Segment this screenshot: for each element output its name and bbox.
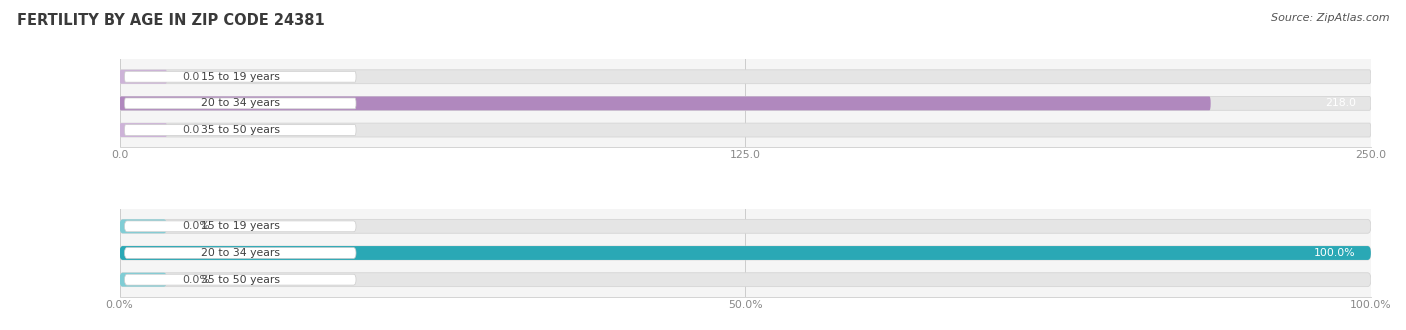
Text: 15 to 19 years: 15 to 19 years: [201, 72, 280, 82]
Text: 15 to 19 years: 15 to 19 years: [201, 221, 280, 231]
FancyBboxPatch shape: [120, 273, 1371, 286]
Text: 100.0%: 100.0%: [1315, 248, 1355, 258]
FancyBboxPatch shape: [120, 246, 1371, 260]
FancyBboxPatch shape: [120, 123, 167, 137]
Text: FERTILITY BY AGE IN ZIP CODE 24381: FERTILITY BY AGE IN ZIP CODE 24381: [17, 13, 325, 28]
Text: 20 to 34 years: 20 to 34 years: [201, 248, 280, 258]
Text: 0.0%: 0.0%: [183, 275, 209, 285]
FancyBboxPatch shape: [120, 219, 1371, 233]
Text: 218.0: 218.0: [1324, 98, 1355, 108]
Text: 0.0%: 0.0%: [183, 221, 209, 231]
Text: 35 to 50 years: 35 to 50 years: [201, 125, 280, 135]
Text: 0.0: 0.0: [183, 72, 200, 82]
Text: 20 to 34 years: 20 to 34 years: [201, 98, 280, 108]
FancyBboxPatch shape: [120, 219, 167, 233]
FancyBboxPatch shape: [125, 125, 356, 136]
FancyBboxPatch shape: [120, 123, 1371, 137]
FancyBboxPatch shape: [120, 96, 1371, 110]
Text: 35 to 50 years: 35 to 50 years: [201, 275, 280, 285]
FancyBboxPatch shape: [120, 70, 167, 84]
FancyBboxPatch shape: [120, 96, 1211, 110]
FancyBboxPatch shape: [125, 71, 356, 82]
FancyBboxPatch shape: [125, 274, 356, 285]
FancyBboxPatch shape: [125, 248, 356, 258]
Text: 0.0: 0.0: [183, 125, 200, 135]
FancyBboxPatch shape: [120, 273, 167, 286]
Text: Source: ZipAtlas.com: Source: ZipAtlas.com: [1271, 13, 1389, 23]
FancyBboxPatch shape: [120, 70, 1371, 84]
FancyBboxPatch shape: [125, 98, 356, 109]
FancyBboxPatch shape: [120, 246, 1371, 260]
FancyBboxPatch shape: [125, 221, 356, 232]
